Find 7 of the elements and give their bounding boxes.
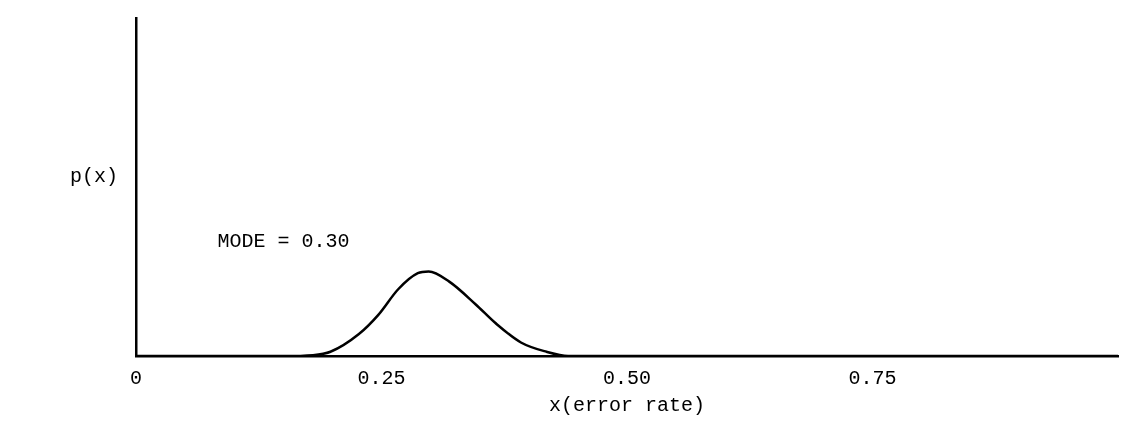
x-tick-label: 0 <box>129 367 143 391</box>
x-tick-label: 0.50 <box>602 367 652 391</box>
x-tick-label: 0.25 <box>357 367 406 391</box>
y-axis-title: p(x) <box>69 165 118 189</box>
text: MODE = 0.30 <box>217 229 350 253</box>
x-tick-label: 0.75 <box>848 367 897 391</box>
x-axis-title: x(error rate) <box>548 394 706 418</box>
